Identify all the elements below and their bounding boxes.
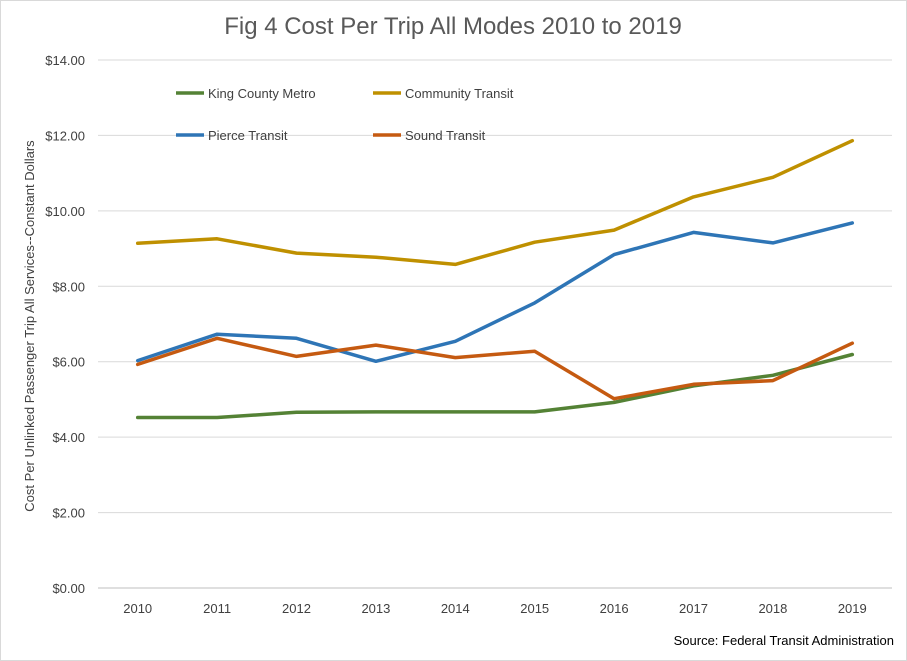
legend-label: Sound Transit [405, 128, 486, 143]
series-lines [135, 138, 855, 420]
series-line-king-county-metro [135, 352, 855, 420]
y-tick-label: $10.00 [45, 204, 85, 219]
y-tick-label: $6.00 [52, 355, 85, 370]
x-tick-label: 2015 [520, 601, 549, 616]
legend: King County Metro Community Transit Pierce… [176, 86, 514, 143]
x-tick-label: 2010 [123, 601, 152, 616]
source-note: Source: Federal Transit Administration [674, 633, 894, 648]
x-tick-label: 2013 [361, 601, 390, 616]
x-tick-label: 2019 [838, 601, 867, 616]
legend-label: King County Metro [208, 86, 316, 101]
x-tick-label: 2018 [758, 601, 787, 616]
y-tick-label: $4.00 [52, 430, 85, 445]
chart-title: Fig 4 Cost Per Trip All Modes 2010 to 20… [224, 13, 682, 40]
series-line-pierce-transit [135, 221, 855, 364]
series-line-sound-transit [135, 336, 855, 401]
y-tick-label: $14.00 [45, 53, 85, 68]
y-tick-label: $2.00 [52, 506, 85, 521]
y-tick-label: $12.00 [45, 128, 85, 143]
y-tick-label: $0.00 [52, 581, 85, 596]
x-tick-label: 2012 [282, 601, 311, 616]
y-tick-label: $8.00 [52, 279, 85, 294]
x-axis-ticks: 2010 2011 2012 2013 2014 2015 2016 2017 2018 2019 [123, 601, 867, 616]
y-axis-title: Cost Per Unlinked Passenger Trip All Ser… [22, 140, 37, 512]
x-tick-label: 2016 [600, 601, 629, 616]
legend-label: Community Transit [405, 86, 514, 101]
legend-label: Pierce Transit [208, 128, 288, 143]
series-line-community-transit [135, 138, 855, 267]
x-tick-label: 2011 [203, 601, 231, 616]
x-tick-label: 2017 [679, 601, 708, 616]
gridlines [98, 59, 892, 589]
y-axis-ticks: $0.00 $2.00 $4.00 $6.00 $8.00 $10.00 $12.00 $14… [45, 53, 85, 596]
x-tick-label: 2014 [441, 601, 470, 616]
